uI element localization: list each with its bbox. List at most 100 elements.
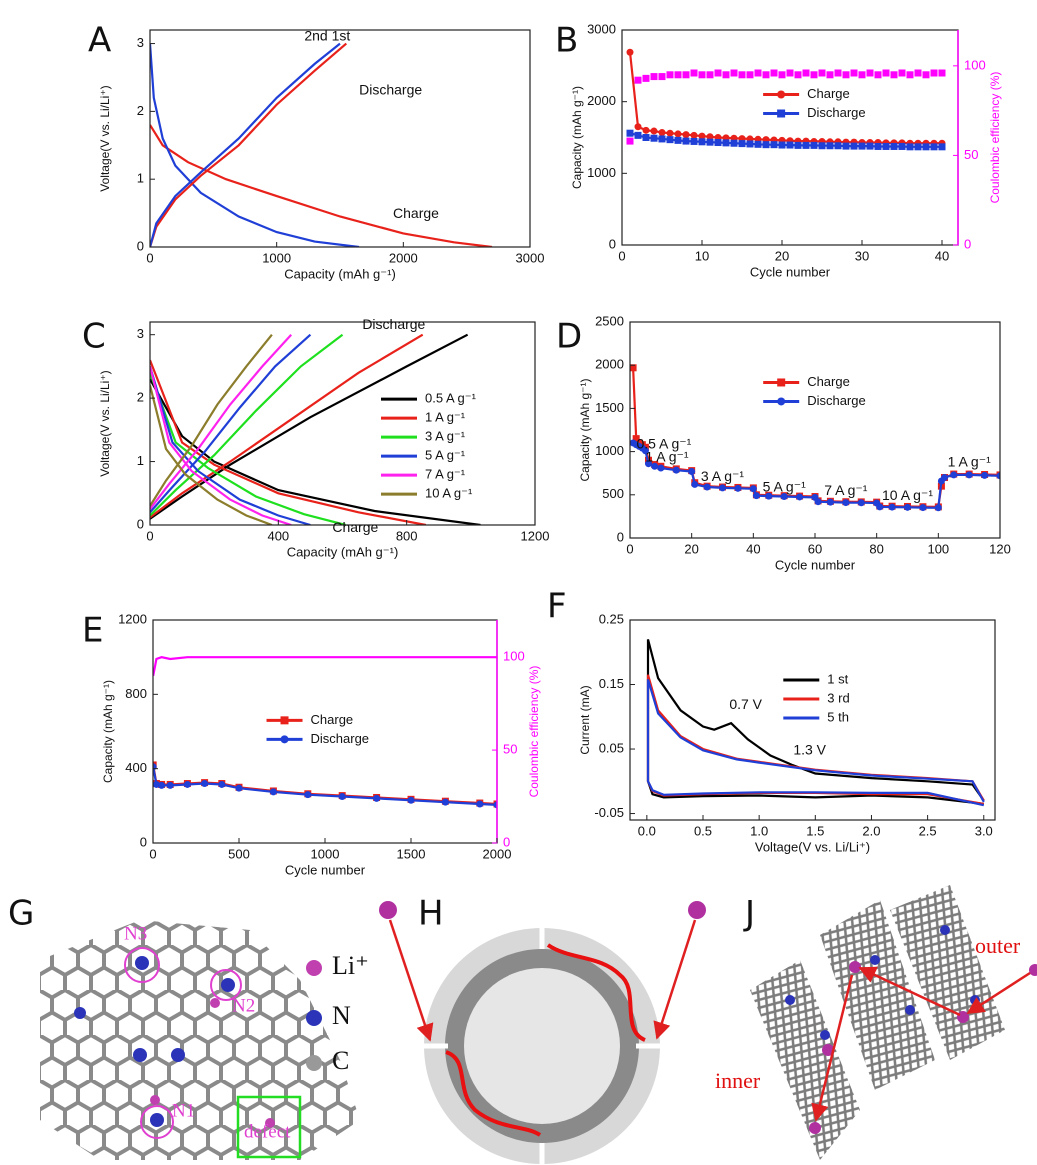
legend-label: C [332, 1046, 349, 1075]
marker [981, 472, 988, 479]
legend-label: Charge [807, 86, 850, 101]
x-tick-label: 500 [228, 846, 250, 861]
figure: G N3 N2 N1 defect Li⁺ N C H [0, 0, 1037, 1165]
series-line [150, 335, 343, 516]
marker [867, 143, 874, 150]
marker [691, 138, 698, 145]
legend-label: Discharge [311, 731, 370, 746]
marker [763, 71, 770, 78]
series-line [150, 44, 346, 247]
marker [931, 70, 938, 77]
legend-marker [777, 378, 785, 386]
marker [941, 474, 948, 481]
site-label: N2 [232, 995, 255, 1016]
y-tick-label: 0 [140, 834, 147, 849]
marker [815, 498, 822, 505]
panel-g: G N3 N2 N1 defect Li⁺ N C [8, 894, 369, 1161]
marker [270, 788, 277, 795]
marker [691, 132, 698, 139]
y-tick-label: 0 [609, 236, 616, 251]
marker [715, 70, 722, 77]
marker [651, 73, 658, 80]
marker [889, 504, 896, 511]
panel-letter: E [82, 611, 103, 651]
x-tick-label: 0 [146, 250, 153, 265]
y-tick-label: 1000 [587, 165, 616, 180]
marker [966, 471, 973, 478]
marker [883, 143, 890, 150]
marker [643, 134, 650, 141]
marker [675, 137, 682, 144]
marker [691, 481, 698, 488]
x-tick-label: 0 [626, 541, 633, 556]
y2-tick-label: 100 [964, 57, 986, 72]
x-axis-label: Cycle number [775, 557, 856, 572]
legend-label: Li⁺ [332, 951, 369, 980]
marker [667, 136, 674, 143]
marker [875, 71, 882, 78]
legend-marker [777, 91, 785, 99]
marker [915, 143, 922, 150]
marker [843, 143, 850, 150]
y2-tick-label: 50 [503, 742, 517, 757]
x-tick-label: 2.0 [862, 823, 880, 838]
marker [683, 131, 690, 138]
label: inner [715, 1068, 761, 1093]
legend-label: 3 A g⁻¹ [425, 429, 466, 444]
y-tick-label: 0 [617, 529, 624, 544]
marker [643, 75, 650, 82]
site-label: defect [244, 1121, 291, 1142]
chart: E050010001500200004008001200050100Cycle … [82, 611, 541, 878]
x-tick-label: 60 [808, 541, 822, 556]
annotation: Charge [393, 205, 439, 221]
marker [931, 143, 938, 150]
legend-li [306, 960, 322, 976]
x-tick-label: 400 [267, 528, 289, 543]
marker [923, 71, 930, 78]
x-tick-label: 2000 [389, 250, 418, 265]
annotation: 2nd 1st [304, 27, 350, 43]
y-tick-label: 2000 [595, 357, 624, 372]
marker [683, 71, 690, 78]
marker [731, 140, 738, 147]
marker [875, 143, 882, 150]
x-tick-label: 120 [989, 541, 1011, 556]
annotation: 1 A g⁻¹ [948, 454, 992, 470]
annotation: 10 A g⁻¹ [882, 487, 933, 503]
legend-label: 7 A g⁻¹ [425, 467, 466, 482]
y-axis-label: Voltage(V vs. Li/Li⁺) [98, 85, 112, 191]
series-line [150, 125, 492, 247]
legend-label: 0.5 A g⁻¹ [425, 391, 477, 406]
marker [747, 140, 754, 147]
legend-marker [281, 735, 289, 743]
marker [915, 70, 922, 77]
label: outer [975, 933, 1021, 958]
panel-letter: J [743, 894, 755, 934]
y2-axis-label: Coulombic efficiency (%) [988, 72, 1002, 204]
x-axis-label: Cycle number [285, 862, 366, 877]
y-tick-label: 400 [125, 760, 147, 775]
marker [771, 141, 778, 148]
marker [827, 71, 834, 78]
core [464, 968, 620, 1124]
chart: F0.00.51.01.52.02.53.0-0.050.050.150.25V… [547, 587, 995, 855]
legend-label: N [332, 1001, 351, 1030]
marker [683, 138, 690, 145]
x-tick-label: 1200 [521, 528, 550, 543]
y-tick-label: 3 [137, 35, 144, 50]
marker [787, 70, 794, 77]
series-line [153, 657, 497, 676]
plot-area [648, 639, 984, 805]
x-tick-label: 20 [684, 541, 698, 556]
marker [907, 143, 914, 150]
marker [899, 70, 906, 77]
y-tick-label: 0.25 [599, 611, 624, 626]
marker [635, 123, 642, 130]
legend-marker [777, 397, 785, 405]
y-tick-label: 2 [137, 390, 144, 405]
y-tick-label: 2500 [595, 313, 624, 328]
x-tick-label: 1000 [262, 250, 291, 265]
annotation: 1 A g⁻¹ [645, 448, 689, 464]
x-tick-label: 0 [618, 248, 625, 263]
marker [442, 799, 449, 806]
